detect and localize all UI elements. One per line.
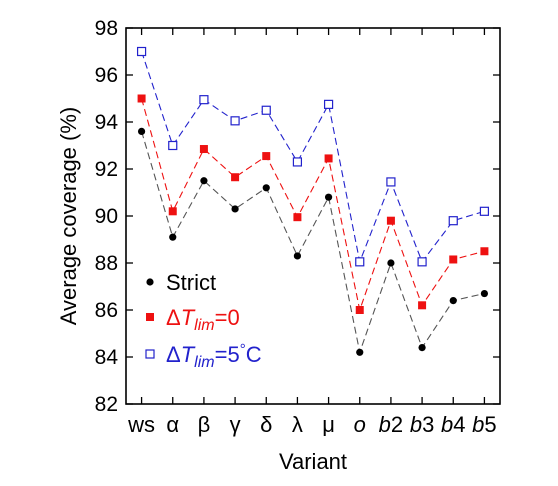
y-tick-label: 94 [95,111,119,134]
x-tick-label: b4 [441,412,466,437]
data-point-strict [262,184,270,192]
data-point-dt-five [168,140,178,151]
legend-marker [146,278,154,286]
legend-label: ΔTlim=0 [166,305,240,334]
data-point-dt-zero [355,306,364,314]
x-tick-label: λ [292,412,303,437]
x-tick-label: γ [230,412,241,437]
data-point-dt-zero [262,152,271,161]
data-point-dt-five [136,46,147,57]
data-point-dt-five [355,257,365,267]
x-tick-label: o [354,412,366,437]
legend-marker [145,349,155,359]
x-axis: ws α β γ δ λ μ o b2 b3 b4 b5 [127,28,497,437]
y-axis-label: Average coverage (%) [56,107,81,326]
data-point-strict [137,127,146,135]
data-point-dt-five [417,257,427,267]
series-lines [141,51,485,355]
x-axis-label: Variant [279,449,347,474]
data-point-strict [480,289,489,298]
data-point-dt-five [199,95,209,105]
x-tick-label: α [166,412,179,437]
series-line [141,131,485,355]
y-tick-label: 84 [95,346,119,369]
data-point-strict [387,259,395,267]
data-point-dt-five [292,157,303,167]
y-tick-label: 86 [95,299,118,322]
data-point-dt-five [261,105,271,115]
data-point-dt-zero [449,255,458,264]
data-point-dt-zero [324,154,333,163]
series-line [141,51,485,264]
data-point-strict [231,205,239,213]
y-tick-label: 98 [95,17,118,40]
plot-area: 82 84 86 88 90 92 94 96 98 ws α β γ δ λ μ o b2 b3 b4 b5 [95,17,501,437]
data-point-strict [200,177,208,185]
data-point-dt-zero [418,301,427,310]
data-point-dt-five [448,216,458,226]
legend-marker [146,313,154,321]
y-tick-label: 88 [95,252,118,275]
data-point-strict [324,193,333,201]
data-point-dt-zero [386,216,395,225]
legend-item: Strict [146,270,216,295]
series-markers [136,46,490,356]
data-point-dt-five [479,206,490,216]
data-point-dt-zero [231,173,240,182]
data-point-dt-five [230,116,240,126]
legend: Strict ΔTlim=0 ΔTlim=5°C [145,270,262,371]
x-tick-label: b3 [410,412,435,437]
legend-label: ΔTlim=5°C [166,341,262,371]
data-point-dt-zero [199,145,208,154]
data-point-dt-zero [480,247,489,256]
x-tick-label: b2 [379,412,404,437]
legend-label: Strict [166,270,216,295]
y-tick-label: 92 [95,158,118,181]
data-point-dt-five [323,99,334,109]
data-point-strict [418,344,426,352]
data-point-strict [169,233,177,241]
y-tick-label: 96 [95,64,118,87]
data-point-strict [293,252,302,260]
data-point-dt-zero [293,213,302,222]
x-tick-label: ws [127,412,155,437]
x-tick-label: b5 [472,412,497,437]
y-tick-label: 82 [95,393,118,416]
data-point-dt-five [386,177,396,187]
y-axis: 82 84 86 88 90 92 94 96 98 [95,17,500,416]
y-tick-label: 90 [95,205,118,228]
legend-item: ΔTlim=5°C [145,341,262,371]
legend-item: ΔTlim=0 [146,305,240,334]
x-tick-label: δ [260,412,272,437]
data-point-strict [356,348,364,356]
x-tick-label: μ [322,412,335,437]
x-tick-label: β [198,412,211,437]
data-point-dt-zero [168,207,177,216]
data-point-strict [449,297,457,305]
series-line [141,98,485,313]
data-point-dt-zero [137,94,146,103]
